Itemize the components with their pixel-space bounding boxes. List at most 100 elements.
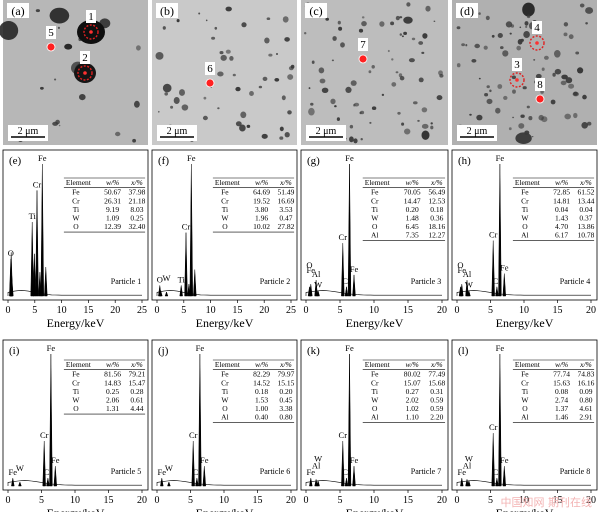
precipitate xyxy=(401,35,404,38)
x-tick-label: 0 xyxy=(304,495,309,506)
precipitate xyxy=(319,78,326,84)
table-cell: Fe xyxy=(221,370,229,379)
table-cell: 79.97 xyxy=(278,370,295,379)
peak-label: Fe xyxy=(187,153,196,163)
table-cell: 1.96 xyxy=(255,214,268,223)
x-tick-label: 5 xyxy=(338,305,343,316)
peak-label: Fe xyxy=(350,455,359,465)
panel-letter-box xyxy=(456,3,478,18)
table-header: x/% xyxy=(279,178,292,187)
precipitate xyxy=(176,19,180,23)
watermark: 中国知网 期刊在线 xyxy=(500,496,593,509)
precipitate xyxy=(544,55,549,60)
table-cell: 0.27 xyxy=(406,387,419,396)
precipitate xyxy=(528,116,533,121)
peak-label: Fe xyxy=(200,455,209,465)
x-tick-label: 10 xyxy=(57,305,67,316)
table-cell: W xyxy=(72,214,80,223)
precipitate xyxy=(408,58,415,63)
table-cell: 0.20 xyxy=(406,205,419,214)
precipitate xyxy=(349,136,354,143)
x-tick-label: 15 xyxy=(403,495,413,506)
precipitate xyxy=(524,130,530,135)
precipitate xyxy=(359,111,362,115)
table-cell: Fe xyxy=(521,188,529,197)
peak-label: W xyxy=(465,280,473,290)
table-cell: 1.09 xyxy=(106,214,119,223)
x-tick-label: 5 xyxy=(181,305,186,316)
spectrum-peak xyxy=(184,232,188,297)
table-cell: 79.21 xyxy=(129,370,146,379)
x-axis-label: Energy/keV xyxy=(196,316,254,330)
precipitate xyxy=(430,122,433,125)
table-header: Element xyxy=(215,360,241,369)
spectrum-peak xyxy=(53,466,57,487)
spectrum-peak xyxy=(38,272,42,297)
spectrum-peak xyxy=(341,243,345,297)
peak-label: O xyxy=(157,274,163,284)
precipitate xyxy=(563,32,568,37)
precipitate xyxy=(531,136,534,138)
precipitate xyxy=(502,50,509,57)
precipitate xyxy=(235,121,242,127)
precipitate xyxy=(403,31,407,35)
precipitate xyxy=(353,102,360,107)
precipitate xyxy=(483,45,488,50)
spectrum-peak xyxy=(167,481,171,487)
precipitate xyxy=(211,36,216,40)
analysis-ring xyxy=(83,24,99,40)
table-cell: 1.48 xyxy=(406,214,419,223)
table-cell: O xyxy=(372,222,378,231)
precipitate xyxy=(461,43,465,47)
panel-letter: (f) xyxy=(158,155,169,167)
spectrum-peak xyxy=(46,478,50,487)
table-cell: 0.20 xyxy=(279,387,292,396)
point-label: 1 xyxy=(88,11,94,23)
spectrum-peak xyxy=(309,284,313,297)
table-cell: O xyxy=(222,404,228,413)
table-header: Element xyxy=(66,178,92,187)
table-cell: W xyxy=(371,214,379,223)
precipitate xyxy=(205,19,208,22)
precipitate xyxy=(489,89,492,93)
point-label: 2 xyxy=(82,52,88,64)
precipitate xyxy=(516,45,521,51)
precipitate xyxy=(235,86,241,92)
panel-letter: (b) xyxy=(160,4,174,18)
precipitate xyxy=(336,117,340,121)
table-cell: 19.52 xyxy=(253,196,270,205)
precipitate xyxy=(381,93,385,96)
precipitate xyxy=(401,122,405,126)
spectrum-peak xyxy=(189,163,193,297)
x-tick-label: 15 xyxy=(553,305,563,316)
precipitate xyxy=(158,110,160,113)
table-cell: W xyxy=(72,396,80,405)
precipitate xyxy=(538,114,544,121)
analysis-point xyxy=(205,78,215,88)
peak-label: Al xyxy=(312,460,321,470)
table-cell: 0.61 xyxy=(130,396,143,405)
x-tick-label: 15 xyxy=(553,495,563,506)
peak-label: Fe xyxy=(496,153,505,163)
precipitate xyxy=(276,53,278,55)
precipitate xyxy=(266,17,271,21)
table-cell: Fe xyxy=(72,370,80,379)
precipitate xyxy=(511,75,516,80)
table-cell: 51.49 xyxy=(278,188,295,197)
precipitate xyxy=(369,121,372,124)
spectrum-peak xyxy=(495,286,499,297)
precipitate xyxy=(225,6,232,12)
table-cell: O xyxy=(522,222,528,231)
spectrum-peak xyxy=(202,466,206,487)
peak-label: Fe xyxy=(196,343,205,353)
table-cell: 26.31 xyxy=(104,196,121,205)
table-cell: 8.03 xyxy=(130,205,143,214)
table-cell: Fe xyxy=(72,188,80,197)
x-tick-label: 10 xyxy=(519,305,529,316)
precipitate xyxy=(0,21,19,40)
table-cell: 2.91 xyxy=(579,413,592,422)
precipitate xyxy=(55,119,60,125)
